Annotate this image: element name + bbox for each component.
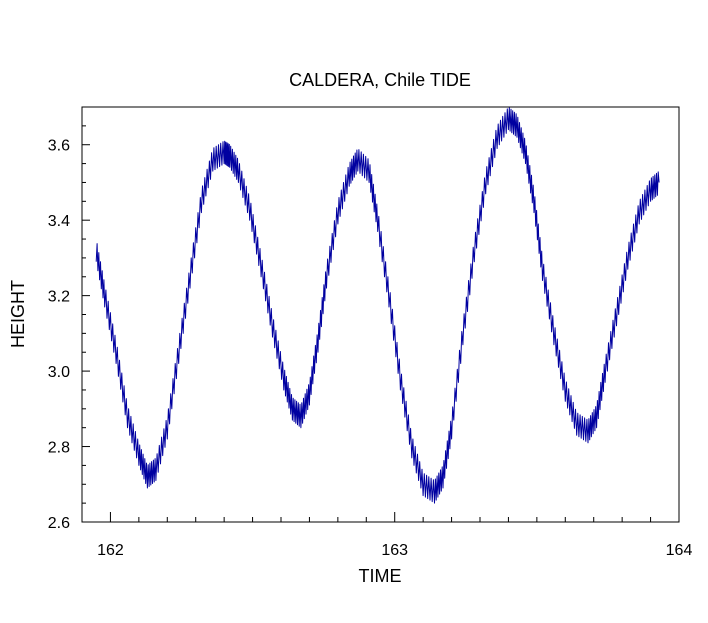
tide-height-series-line: [95, 107, 660, 504]
y-axis-title: HEIGHT: [8, 280, 28, 348]
x-tick-label: 163: [381, 542, 408, 559]
y-tick-label: 2.6: [48, 515, 70, 532]
y-tick-label: 3.2: [48, 289, 70, 306]
y-tick-label: 3.4: [48, 213, 70, 230]
x-axis-title: TIME: [359, 566, 402, 586]
y-axis: 2.6 2.8 3.0 3.2 3.4 3.6: [48, 106, 90, 532]
series-layer: [95, 107, 660, 504]
y-tick-label: 3.6: [48, 138, 70, 155]
x-axis: 162 163 164: [97, 512, 692, 559]
y-tick-label: 3.0: [48, 364, 70, 381]
plot-area-frame: [81, 106, 680, 523]
x-tick-label: 162: [97, 542, 124, 559]
chart-title: CALDERA, Chile TIDE: [289, 70, 471, 90]
x-tick-label: 164: [666, 542, 693, 559]
y-tick-label: 2.8: [48, 440, 70, 457]
